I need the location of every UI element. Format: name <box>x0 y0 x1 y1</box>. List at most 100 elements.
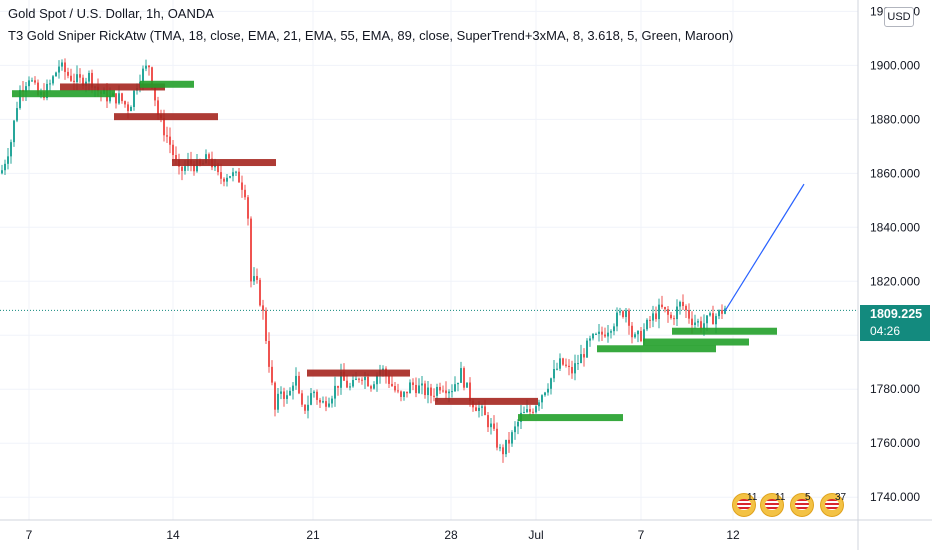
candle-body <box>529 409 531 412</box>
candle-body <box>376 375 378 385</box>
candle-body <box>127 104 129 112</box>
candle-body <box>397 390 399 392</box>
candle-body <box>577 363 579 365</box>
economic-event-badge[interactable]: 5 <box>790 492 814 517</box>
candle-body <box>499 447 501 449</box>
candle-body <box>481 406 483 408</box>
candle-body <box>655 313 657 320</box>
candle-body <box>544 392 546 396</box>
chart-title[interactable]: Gold Spot / U.S. Dollar, 1h, OANDA <box>8 6 214 21</box>
candle-body <box>226 177 228 182</box>
candle-body <box>316 391 318 400</box>
candle-body <box>511 432 513 444</box>
candle-body <box>82 77 84 86</box>
indicator-legend[interactable]: T3 Gold Sniper RickAtw (TMA, 18, close, … <box>8 28 734 43</box>
candle-body <box>4 163 6 171</box>
y-tick-label: 1860.000 <box>870 166 920 180</box>
candle-body <box>223 178 225 182</box>
x-tick-label: 21 <box>306 528 320 542</box>
candle-body <box>364 376 366 381</box>
candle-body <box>466 382 468 388</box>
candle-body <box>10 142 12 157</box>
grid <box>0 0 858 520</box>
candle-body <box>7 156 9 164</box>
economic-event-badge[interactable]: 37 <box>820 492 847 517</box>
candle-body <box>589 338 591 341</box>
candle-body <box>583 354 585 358</box>
candle-body <box>289 390 291 396</box>
candle-body <box>670 314 672 319</box>
candle-body <box>172 144 174 156</box>
candle-body <box>553 369 555 379</box>
candle-body <box>652 313 654 321</box>
candle-body <box>484 406 486 416</box>
candle-body <box>91 72 93 88</box>
candle-body <box>169 136 171 145</box>
candle-body <box>280 391 282 394</box>
candle-body <box>526 409 528 413</box>
candle-body <box>334 385 336 399</box>
candle-body <box>550 378 552 389</box>
candle-body <box>463 368 465 388</box>
candle-body <box>622 311 624 317</box>
candle-body <box>340 371 342 388</box>
candle-body <box>640 330 642 342</box>
candle-body <box>436 386 438 396</box>
candle-body <box>454 384 456 392</box>
candle-body <box>421 383 423 386</box>
candle-body <box>31 80 33 82</box>
x-tick-label: 7 <box>26 528 33 542</box>
currency-button[interactable]: USD <box>884 7 914 27</box>
candle-body <box>535 406 537 413</box>
candle-body <box>724 308 726 314</box>
candle-body <box>538 402 540 407</box>
candle-body <box>220 172 222 179</box>
candle-body <box>145 65 147 69</box>
candle-body <box>166 135 168 137</box>
candle-body <box>1 170 3 174</box>
candle-body <box>646 319 648 330</box>
candle-body <box>244 189 246 198</box>
economic-event-badge[interactable]: 11 <box>760 492 785 517</box>
candle-body <box>265 310 267 341</box>
candle-body <box>415 384 417 394</box>
candle-body <box>658 304 660 320</box>
candle-body <box>388 376 390 384</box>
candle-body <box>523 412 525 414</box>
candle-body <box>49 83 51 85</box>
candle-body <box>637 330 639 335</box>
candle-body <box>469 382 471 402</box>
candle-body <box>247 197 249 219</box>
support-zone <box>12 90 115 98</box>
candle-body <box>628 310 630 326</box>
candle-body <box>715 316 717 325</box>
candle-body <box>307 404 309 411</box>
candle-body <box>613 326 615 332</box>
economic-event-badge[interactable]: 11 <box>732 492 757 517</box>
candle-body <box>154 87 156 101</box>
event-count: 37 <box>835 492 847 503</box>
candle-body <box>373 384 375 389</box>
x-tick-label: 12 <box>726 528 740 542</box>
candle-body <box>361 379 363 381</box>
candle-body <box>310 393 312 405</box>
candle-body <box>478 407 480 411</box>
resistance-zone <box>60 83 165 91</box>
candle-body <box>355 378 357 380</box>
candle-body <box>517 421 519 427</box>
candle-body <box>286 395 288 399</box>
overlay <box>0 183 858 312</box>
candle-body <box>532 411 534 413</box>
candle-body <box>34 80 36 83</box>
support-zone <box>672 327 777 335</box>
candle-body <box>235 171 237 173</box>
candle-body <box>514 426 516 433</box>
candle-body <box>61 62 63 67</box>
y-tick-label: 1900.000 <box>870 58 920 72</box>
candle-body <box>643 329 645 342</box>
last-price-tag: 1809.225 04:26 <box>860 305 930 341</box>
candle-body <box>232 172 234 177</box>
y-tick-label: 1780.000 <box>870 382 920 396</box>
